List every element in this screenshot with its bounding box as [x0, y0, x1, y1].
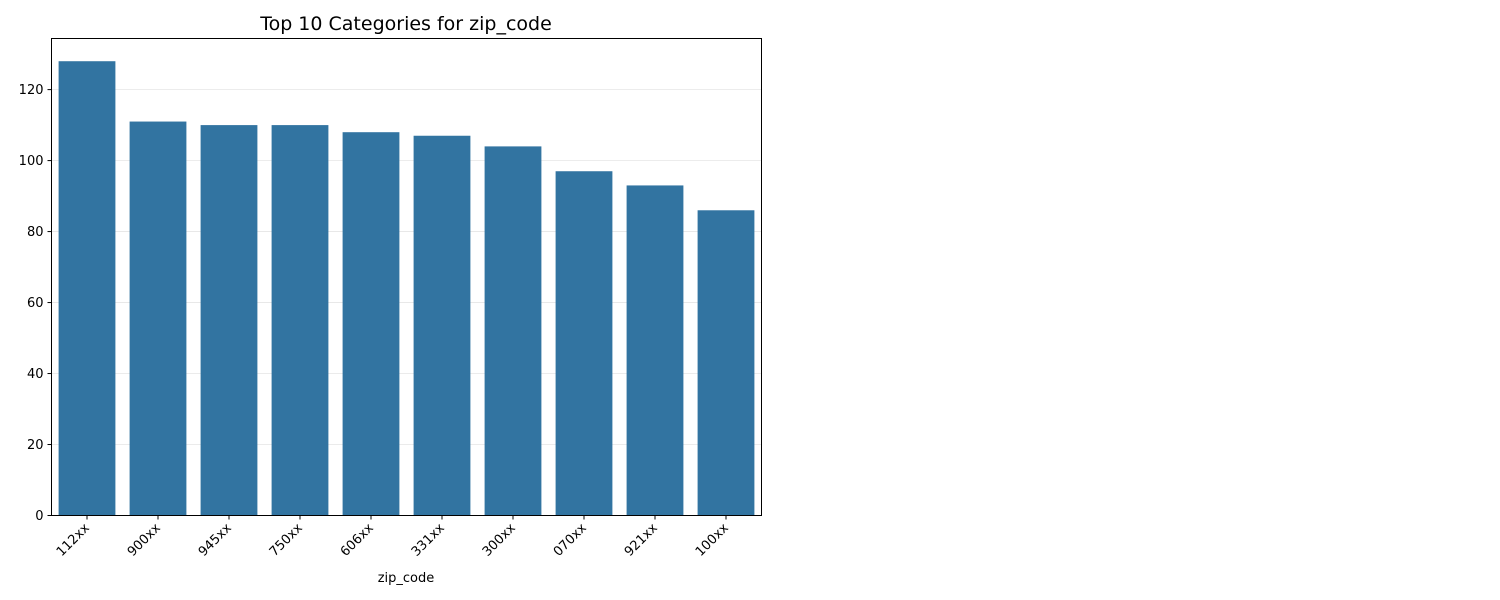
- x-tick-label: 112xx: [54, 521, 93, 560]
- y-tick-label: 60: [27, 296, 44, 311]
- bar: [484, 146, 542, 516]
- y-tick-label: 40: [27, 367, 44, 382]
- bar: [342, 132, 400, 516]
- axes: [51, 38, 762, 516]
- x-axis-label: zip_code: [378, 571, 435, 586]
- x-tick-label: 300xx: [480, 521, 519, 560]
- chart-title: Top 10 Categories for zip_code: [259, 13, 552, 35]
- plot-frame: [51, 38, 762, 516]
- bars: [58, 61, 755, 516]
- x-tick-label: 750xx: [267, 521, 306, 560]
- x-tick-label: 900xx: [125, 521, 164, 560]
- bar: [697, 210, 755, 516]
- y-axis: 0 20 40 60 80 100 120: [19, 83, 52, 524]
- bar: [626, 185, 684, 516]
- x-tick-label: 100xx: [693, 521, 732, 560]
- y-tick-label: 80: [27, 225, 44, 240]
- bar: [271, 125, 329, 516]
- y-tick-label: 100: [19, 154, 44, 169]
- x-tick-label: 921xx: [622, 521, 661, 560]
- x-tick-label: 070xx: [551, 521, 590, 560]
- bar: [413, 135, 471, 516]
- bar: [200, 125, 258, 516]
- x-tick-label: 945xx: [196, 521, 235, 560]
- x-axis: 112xx 900xx 945xx 750xx 606xx 331xx 300xx 070xx…: [54, 515, 732, 560]
- y-tick-label: 0: [35, 509, 43, 524]
- bar: [555, 171, 613, 516]
- bar: [129, 121, 187, 516]
- y-tick-label: 120: [19, 83, 44, 98]
- y-tick-label: 20: [27, 438, 44, 453]
- x-tick-label: 606xx: [338, 521, 377, 560]
- bar: [58, 61, 116, 516]
- x-tick-label: 331xx: [409, 521, 448, 560]
